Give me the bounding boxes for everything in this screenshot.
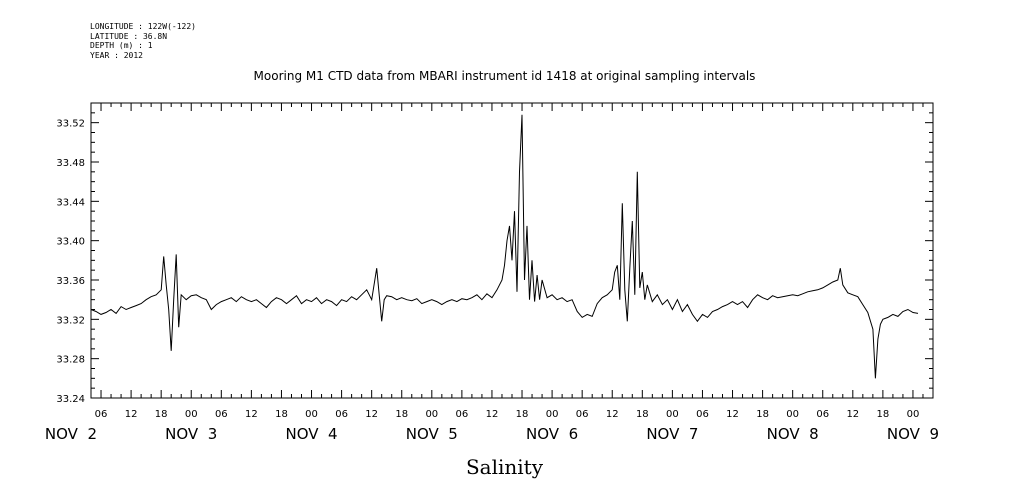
x-tick-label: 18 — [395, 409, 408, 420]
x-tick-label: 00 — [546, 409, 559, 420]
y-tick-label: 33.28 — [56, 355, 85, 366]
depth-label: DEPTH (m) : 1 — [90, 41, 153, 50]
x-tick-label: 12 — [486, 409, 499, 420]
x-tick-label: 12 — [846, 409, 859, 420]
salinity-line — [90, 114, 919, 379]
x-tick-label: 18 — [275, 409, 288, 420]
x-tick-label: 12 — [726, 409, 739, 420]
x-tick-label: 18 — [756, 409, 769, 420]
x-axis-label: Salinity — [465, 455, 544, 479]
x-tick-label: 12 — [125, 409, 138, 420]
x-date-label: NOV 2 — [45, 425, 97, 443]
x-tick-label: 00 — [425, 409, 438, 420]
latitude-label: LATITUDE : 36.8N — [90, 31, 168, 41]
x-tick-label: 12 — [365, 409, 378, 420]
x-date-label: NOV 7 — [646, 425, 698, 443]
x-tick-label: 18 — [516, 409, 529, 420]
x-tick-label: 06 — [456, 409, 469, 420]
x-tick-label: 18 — [155, 409, 168, 420]
chart-title: Mooring M1 CTD data from MBARI instrumen… — [253, 69, 756, 83]
y-tick-label: 33.44 — [56, 197, 85, 208]
y-tick-label: 33.24 — [56, 394, 85, 405]
y-tick-labels: 33.24 33.28 33.32 33.36 33.40 33.44 33.48 33.52 — [56, 119, 85, 405]
axis-ticks — [90, 102, 934, 399]
year-label: YEAR : 2012 — [90, 50, 143, 60]
y-tick-label: 33.36 — [56, 276, 85, 287]
longitude-label: LONGITUDE : 122W(-122) — [90, 22, 196, 31]
x-tick-label: 00 — [907, 409, 920, 420]
y-tick-label: 33.40 — [56, 237, 85, 248]
y-tick-label: 33.32 — [56, 315, 85, 326]
x-tick-label: 00 — [305, 409, 318, 420]
x-date-label: NOV 4 — [285, 425, 337, 443]
x-tick-label: 00 — [786, 409, 799, 420]
x-tick-label: 00 — [185, 409, 198, 420]
x-date-label: NOV 5 — [406, 425, 458, 443]
x-tick-labels: 06 12 18 00 06 12 18 00 06 12 18 00 06 12 18 00 06 12 18 00… — [95, 409, 920, 420]
x-tick-label: 18 — [877, 409, 890, 420]
y-tick-label: 33.52 — [56, 119, 85, 130]
x-tick-label: 06 — [95, 409, 108, 420]
x-tick-label: 00 — [666, 409, 679, 420]
x-date-label: NOV 3 — [165, 425, 217, 443]
x-tick-label: 12 — [245, 409, 258, 420]
metadata-block: LONGITUDE : 122W(-122) LATITUDE : 36.8N … — [90, 22, 196, 60]
x-tick-label: 06 — [696, 409, 709, 420]
x-tick-label: 18 — [636, 409, 649, 420]
x-date-label: NOV 6 — [526, 425, 578, 443]
x-date-label: NOV 9 — [887, 425, 939, 443]
x-tick-label: 06 — [816, 409, 829, 420]
x-tick-label: 06 — [576, 409, 589, 420]
x-tick-label: 06 — [215, 409, 228, 420]
y-tick-label: 33.48 — [56, 158, 85, 169]
x-tick-label: 12 — [606, 409, 619, 420]
x-date-label: NOV 8 — [767, 425, 819, 443]
x-tick-label: 06 — [335, 409, 348, 420]
x-date-labels: NOV 2 NOV 3 NOV 4 NOV 5 NOV 6 NOV 7 NOV 8 NOV 9 — [45, 425, 939, 443]
